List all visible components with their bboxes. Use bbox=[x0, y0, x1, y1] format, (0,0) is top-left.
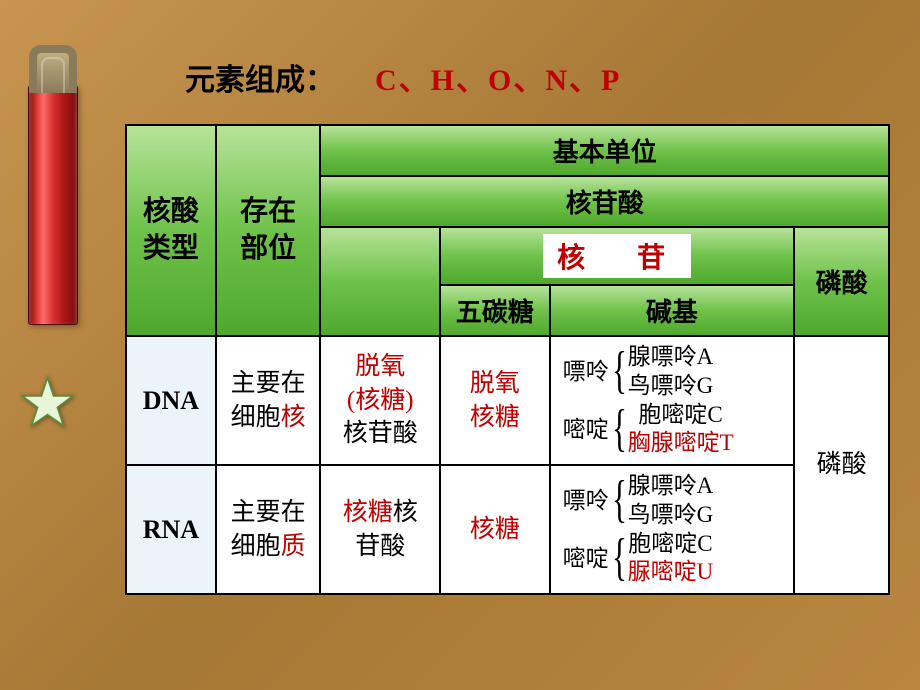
header-basic-unit: 基本单位 bbox=[320, 125, 889, 176]
rna-nucl-l1: 核糖 bbox=[343, 499, 393, 526]
star-icon bbox=[20, 375, 75, 430]
header-location: 存在部位 bbox=[216, 125, 321, 336]
header-nucleotide: 核苷酸 bbox=[320, 176, 889, 227]
brace-icon: { bbox=[612, 472, 627, 530]
title-value: C、H、O、N、P bbox=[375, 55, 621, 99]
brace-icon: { bbox=[612, 530, 627, 588]
phosphate-value: 磷酸 bbox=[794, 336, 889, 594]
dna-sugar-l2: 核糖 bbox=[470, 404, 520, 431]
rna-name: RNA bbox=[126, 465, 216, 594]
title-row: 元素组成： C、H、O、N、P bbox=[185, 55, 895, 99]
dna-location-l2b: 核 bbox=[281, 404, 306, 431]
dna-sugar: 脱氧 核糖 bbox=[440, 336, 550, 465]
brace-icon: { bbox=[612, 343, 627, 401]
header-row-1: 核酸类型 存在部位 基本单位 bbox=[126, 125, 889, 176]
rna-sugar: 核糖 bbox=[440, 465, 550, 594]
dna-bases: 嘌呤 { 腺嘌呤A 鸟嘌呤G 嘧啶 { 胞嘧啶C 胸腺嘧啶T bbox=[550, 336, 795, 465]
dna-nucleotide: 脱氧 (核糖) 核苷酸 bbox=[320, 336, 440, 465]
dna-location: 主要在 细胞核 bbox=[216, 336, 321, 465]
dna-sugar-l1: 脱氧 bbox=[470, 370, 520, 397]
nucleic-acid-table: 核酸类型 存在部位 基本单位 核苷酸 核 苷 磷酸 五碳糖 碱基 DNA 主要在… bbox=[125, 124, 890, 595]
header-sugar: 五碳糖 bbox=[440, 285, 550, 336]
header-type: 核酸类型 bbox=[126, 125, 216, 336]
dna-pyrimidine-c: 胞嘧啶C bbox=[628, 401, 734, 430]
dna-nucl-l3: 核苷酸 bbox=[343, 420, 418, 447]
title-label: 元素组成： bbox=[185, 55, 335, 99]
rna-purine-label: 嘌呤 bbox=[559, 472, 611, 530]
rna-nucleotide: 核糖核 苷酸 bbox=[320, 465, 440, 594]
header-base: 碱基 bbox=[550, 285, 795, 336]
dna-purine-label: 嘌呤 bbox=[559, 343, 611, 401]
bookmark-ring bbox=[29, 45, 77, 93]
rna-row: RNA 主要在 细胞质 核糖核 苷酸 核糖 嘌呤 { 腺嘌呤A 鸟嘌呤G bbox=[126, 465, 889, 594]
dna-pyrimidine-label: 嘧啶 bbox=[559, 401, 611, 459]
dna-nucl-l2: (核糖) bbox=[347, 387, 414, 414]
rna-location-l1: 主要在 bbox=[231, 499, 306, 526]
dna-name: DNA bbox=[126, 336, 216, 465]
rna-sugar-text: 核糖 bbox=[470, 516, 520, 543]
dna-row: DNA 主要在 细胞核 脱氧 (核糖) 核苷酸 脱氧 核糖 嘌呤 { 腺嘌呤A bbox=[126, 336, 889, 465]
brace-icon: { bbox=[612, 401, 627, 459]
dna-purine-g: 鸟嘌呤G bbox=[628, 372, 714, 401]
header-phosphate: 磷酸 bbox=[794, 227, 889, 336]
bookmark-ribbon bbox=[28, 85, 78, 325]
rna-pyrimidine-u: 脲嘧啶U bbox=[628, 558, 714, 587]
rna-pyrimidine-label: 嘧啶 bbox=[559, 530, 611, 588]
dna-purine-a: 腺嘌呤A bbox=[628, 343, 714, 372]
dna-location-l2a: 细胞 bbox=[231, 404, 281, 431]
dna-pyrimidine-t: 胸腺嘧啶T bbox=[628, 429, 734, 458]
bookmark-decoration bbox=[25, 45, 80, 335]
rna-location: 主要在 细胞质 bbox=[216, 465, 321, 594]
header-nucleotide-sub bbox=[320, 227, 440, 336]
header-nucleoside: 核 苷 bbox=[440, 227, 794, 285]
rna-nucl-l2: 苷酸 bbox=[355, 533, 405, 560]
rna-nucl-l1b: 核 bbox=[393, 499, 418, 526]
rna-location-l2a: 细胞 bbox=[231, 533, 281, 560]
dna-nucl-l1: 脱氧 bbox=[355, 353, 405, 380]
main-content: 元素组成： C、H、O、N、P 核酸类型 存在部位 基本单位 核苷酸 核 苷 磷… bbox=[125, 55, 895, 595]
rna-purine-g: 鸟嘌呤G bbox=[628, 501, 714, 530]
dna-location-l1: 主要在 bbox=[231, 370, 306, 397]
rna-purine-a: 腺嘌呤A bbox=[628, 472, 714, 501]
rna-pyrimidine-c: 胞嘧啶C bbox=[628, 530, 714, 559]
rna-bases: 嘌呤 { 腺嘌呤A 鸟嘌呤G 嘧啶 { 胞嘧啶C 脲嘧啶U bbox=[550, 465, 795, 594]
rna-location-l2b: 质 bbox=[281, 533, 306, 560]
nucleoside-label: 核 苷 bbox=[543, 234, 691, 278]
